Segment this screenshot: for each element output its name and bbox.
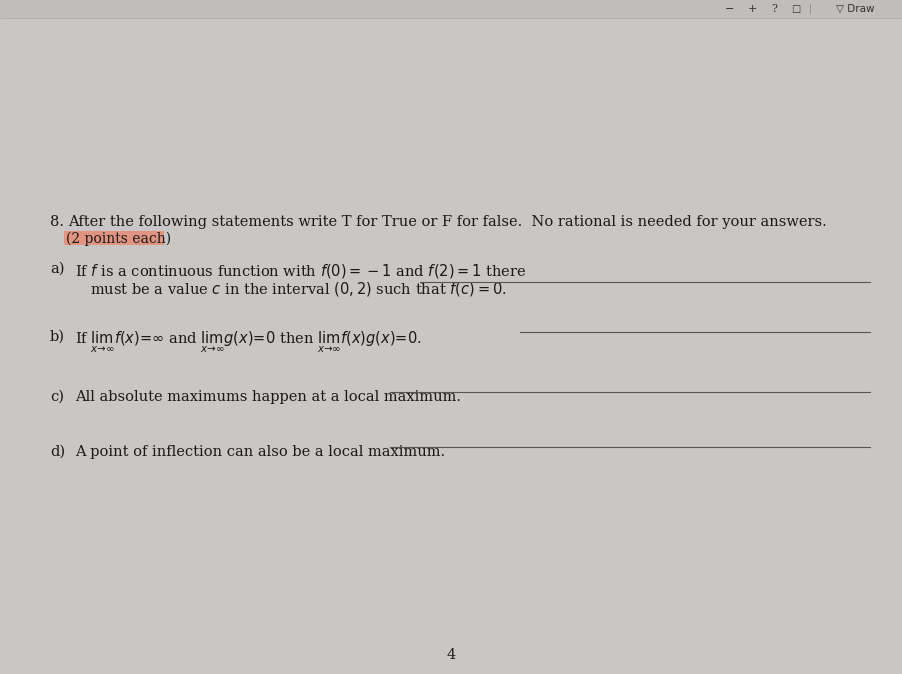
Text: ▽ Draw: ▽ Draw [836, 4, 874, 14]
Text: c): c) [50, 390, 64, 404]
Text: |: | [808, 4, 812, 14]
Text: −: − [725, 4, 735, 14]
Text: After the following statements write T for True or F for false.  No rational is : After the following statements write T f… [68, 215, 827, 229]
Text: b): b) [50, 330, 65, 344]
Text: must be a value $c$ in the interval $(0, 2)$ such that $f(c) = 0$.: must be a value $c$ in the interval $(0,… [90, 280, 507, 298]
Text: 4: 4 [446, 648, 456, 662]
Text: +: + [748, 4, 757, 14]
Text: All absolute maximums happen at a local maximum.: All absolute maximums happen at a local … [75, 390, 461, 404]
Text: d): d) [50, 445, 65, 459]
Text: A point of inflection can also be a local maximum.: A point of inflection can also be a loca… [75, 445, 445, 459]
Text: If $\lim_{x\to\infty} f(x) = \infty$ and $\lim_{x\to\infty} g(x) = 0$ then $\lim: If $\lim_{x\to\infty} f(x) = \infty$ and… [75, 330, 422, 355]
Text: □: □ [791, 4, 801, 14]
Text: ?: ? [771, 4, 777, 14]
Text: 8.: 8. [50, 215, 64, 229]
Text: a): a) [50, 262, 65, 276]
FancyBboxPatch shape [0, 0, 902, 18]
FancyBboxPatch shape [64, 231, 164, 245]
Text: (2 points each): (2 points each) [66, 232, 171, 247]
Text: If $f$ is a continuous function with $f(0) = -1$ and $f(2) = 1$ there: If $f$ is a continuous function with $f(… [75, 262, 527, 280]
